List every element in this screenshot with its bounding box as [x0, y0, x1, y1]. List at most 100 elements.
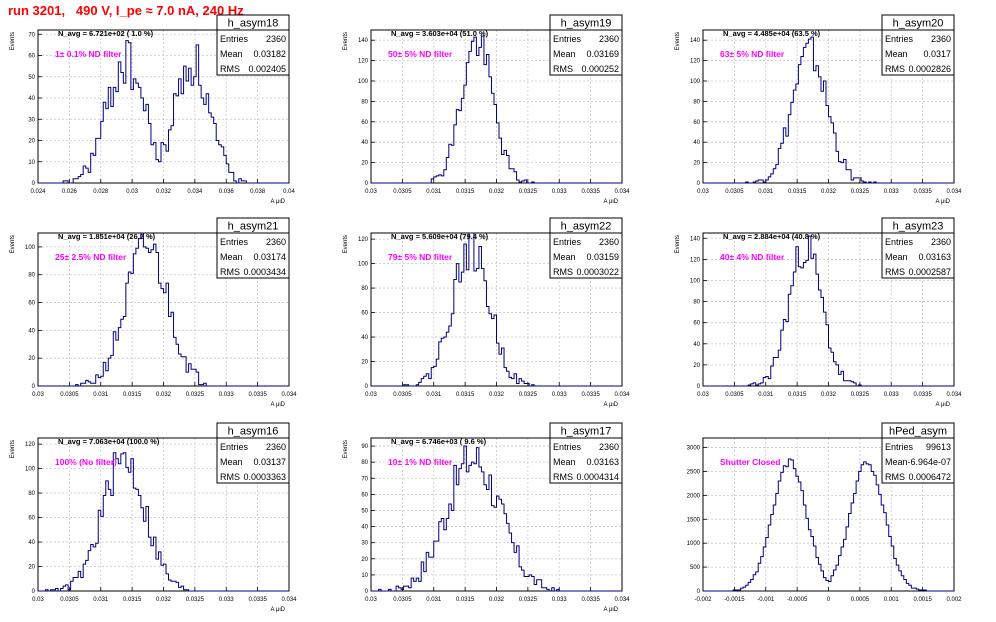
- stats-title: h_asym16: [228, 426, 279, 438]
- stats-title: h_asym19: [561, 18, 612, 30]
- x-tick-label: 0.0335: [581, 189, 600, 195]
- x-tick-label: 0.031: [93, 597, 109, 603]
- stats-key-mean: Mean: [885, 252, 908, 262]
- y-tick-label: 120: [358, 237, 369, 243]
- y-tick-label: 20: [28, 139, 35, 145]
- histogram-line: [371, 35, 622, 184]
- y-tick-label: 20: [28, 356, 35, 362]
- y-tick-label: 0: [365, 181, 369, 187]
- x-tick-label: 0.0305: [393, 189, 412, 195]
- x-tick-label: 0.0315: [788, 392, 807, 398]
- stats-box: [881, 217, 955, 279]
- x-tick-label: 0.033: [552, 392, 568, 398]
- histogram-panel-h_asym21: 0.03 0.0305 0.031 0.0315 0.032 0.0325 0.033 0.0…: [10, 217, 297, 408]
- y-tick-label: 20: [28, 565, 35, 571]
- x-tick-label: 0.031: [93, 392, 109, 398]
- stats-key-rms: RMS: [220, 267, 240, 277]
- y-tick-label: 40: [28, 328, 35, 334]
- x-tick-label: 0.0325: [519, 392, 538, 398]
- stats-value-mean: 0.03182: [253, 49, 286, 59]
- stats-title: h_asym21: [228, 221, 279, 233]
- stats-box: [881, 14, 955, 76]
- histogram-panel-h_asym16: 0.03 0.0305 0.031 0.0315 0.032 0.0325 0.033 0.0…: [10, 422, 297, 613]
- stats-value-rms: 0.000252: [581, 64, 619, 74]
- x-tick-label: 0.031: [426, 597, 442, 603]
- y-tick-label: 0: [365, 589, 369, 595]
- y-tick-label: 140: [690, 38, 701, 44]
- y-tick-label: 80: [361, 99, 368, 105]
- stats-key-entries: Entries: [220, 34, 249, 44]
- x-tick-label: 0.0315: [456, 189, 475, 195]
- stats-title: h_asym17: [561, 426, 612, 438]
- stats-box: [881, 422, 955, 484]
- stats-title: hPed_asym: [889, 426, 947, 438]
- navg-label: N_avg = 7.063e+04 (100.0 %): [58, 437, 160, 446]
- x-tick-label: 0.034: [946, 392, 962, 398]
- y-tick-label: 40: [361, 140, 368, 146]
- y-axis-label: Events: [675, 235, 681, 253]
- stats-key-rms: RMS: [885, 267, 905, 277]
- x-tick-label: 0.0305: [725, 189, 744, 195]
- filter-label: 79± 5% ND filter: [388, 252, 453, 262]
- x-axis-label: A μιD: [271, 199, 286, 205]
- plot-frame: [702, 232, 955, 387]
- y-tick-label: 40: [28, 96, 35, 102]
- x-tick-label: -0.001: [757, 597, 775, 603]
- navg-label: N_avg = 6.721e+02 ( 1.0 %): [58, 29, 154, 38]
- stats-key-mean: Mean: [885, 49, 908, 59]
- x-tick-label: 0: [827, 597, 831, 603]
- y-axis-label: Events: [343, 440, 349, 458]
- y-tick-label: 1500: [687, 517, 701, 523]
- x-tick-label: 0.024: [30, 189, 46, 195]
- stats-key-entries: Entries: [553, 442, 582, 452]
- y-tick-label: 20: [693, 363, 700, 369]
- y-tick-label: 120: [690, 257, 701, 263]
- y-tick-label: 2000: [687, 493, 701, 499]
- y-tick-label: 0: [697, 384, 701, 390]
- x-tick-label: 0.03: [32, 392, 44, 398]
- x-axis-label: A μιD: [271, 607, 286, 613]
- histogram-line: [38, 452, 289, 592]
- plot-frame: [370, 29, 623, 184]
- x-tick-label: 0.0305: [60, 597, 79, 603]
- y-tick-label: 0: [365, 384, 369, 390]
- stats-value-mean: 0.03163: [586, 457, 619, 467]
- y-axis-label: Events: [675, 32, 681, 50]
- x-tick-label: 0.032: [156, 189, 172, 195]
- plot-frame: [370, 232, 623, 387]
- stats-value-entries: 2360: [599, 237, 619, 247]
- stats-key-rms: RMS: [885, 472, 905, 482]
- filter-label: 40± 4% ND filter: [720, 252, 785, 262]
- x-tick-label: 0.0325: [519, 189, 538, 195]
- x-tick-label: 0.0325: [186, 597, 205, 603]
- stats-title: h_asym20: [893, 18, 944, 30]
- y-tick-label: 0: [32, 181, 36, 187]
- histogram-line: [703, 36, 954, 184]
- y-axis-label: Events: [10, 32, 16, 50]
- stats-key-rms: RMS: [553, 472, 573, 482]
- x-tick-label: 0.032: [156, 597, 172, 603]
- y-axis-label: Events: [10, 235, 16, 253]
- x-tick-label: 0.0335: [913, 392, 932, 398]
- x-tick-label: 0.034: [946, 189, 962, 195]
- stats-key-rms: RMS: [220, 64, 240, 74]
- x-tick-label: 0.026: [62, 189, 78, 195]
- histogram-panel-h_asym22: 0.03 0.0305 0.031 0.0315 0.032 0.0325 0.033 0.0…: [343, 217, 630, 408]
- y-tick-label: 60: [693, 321, 700, 327]
- x-tick-label: 0.031: [758, 392, 774, 398]
- x-tick-label: 0.031: [426, 392, 442, 398]
- x-tick-label: 0.034: [614, 597, 630, 603]
- x-tick-label: 0.031: [426, 189, 442, 195]
- x-tick-label: 0.03: [697, 392, 709, 398]
- y-tick-label: 80: [693, 99, 700, 105]
- stats-key-mean: Mean: [553, 457, 576, 467]
- y-tick-label: 40: [693, 342, 700, 348]
- x-tick-label: 0.0335: [581, 597, 600, 603]
- stats-box: [549, 14, 623, 76]
- x-tick-label: 0.038: [250, 189, 266, 195]
- filter-label: 63± 5% ND filter: [720, 49, 785, 59]
- x-tick-label: -0.0015: [724, 597, 745, 603]
- x-tick-label: 0.03: [365, 597, 377, 603]
- x-axis-label: A μιD: [604, 402, 619, 408]
- x-tick-label: 0.0315: [123, 597, 142, 603]
